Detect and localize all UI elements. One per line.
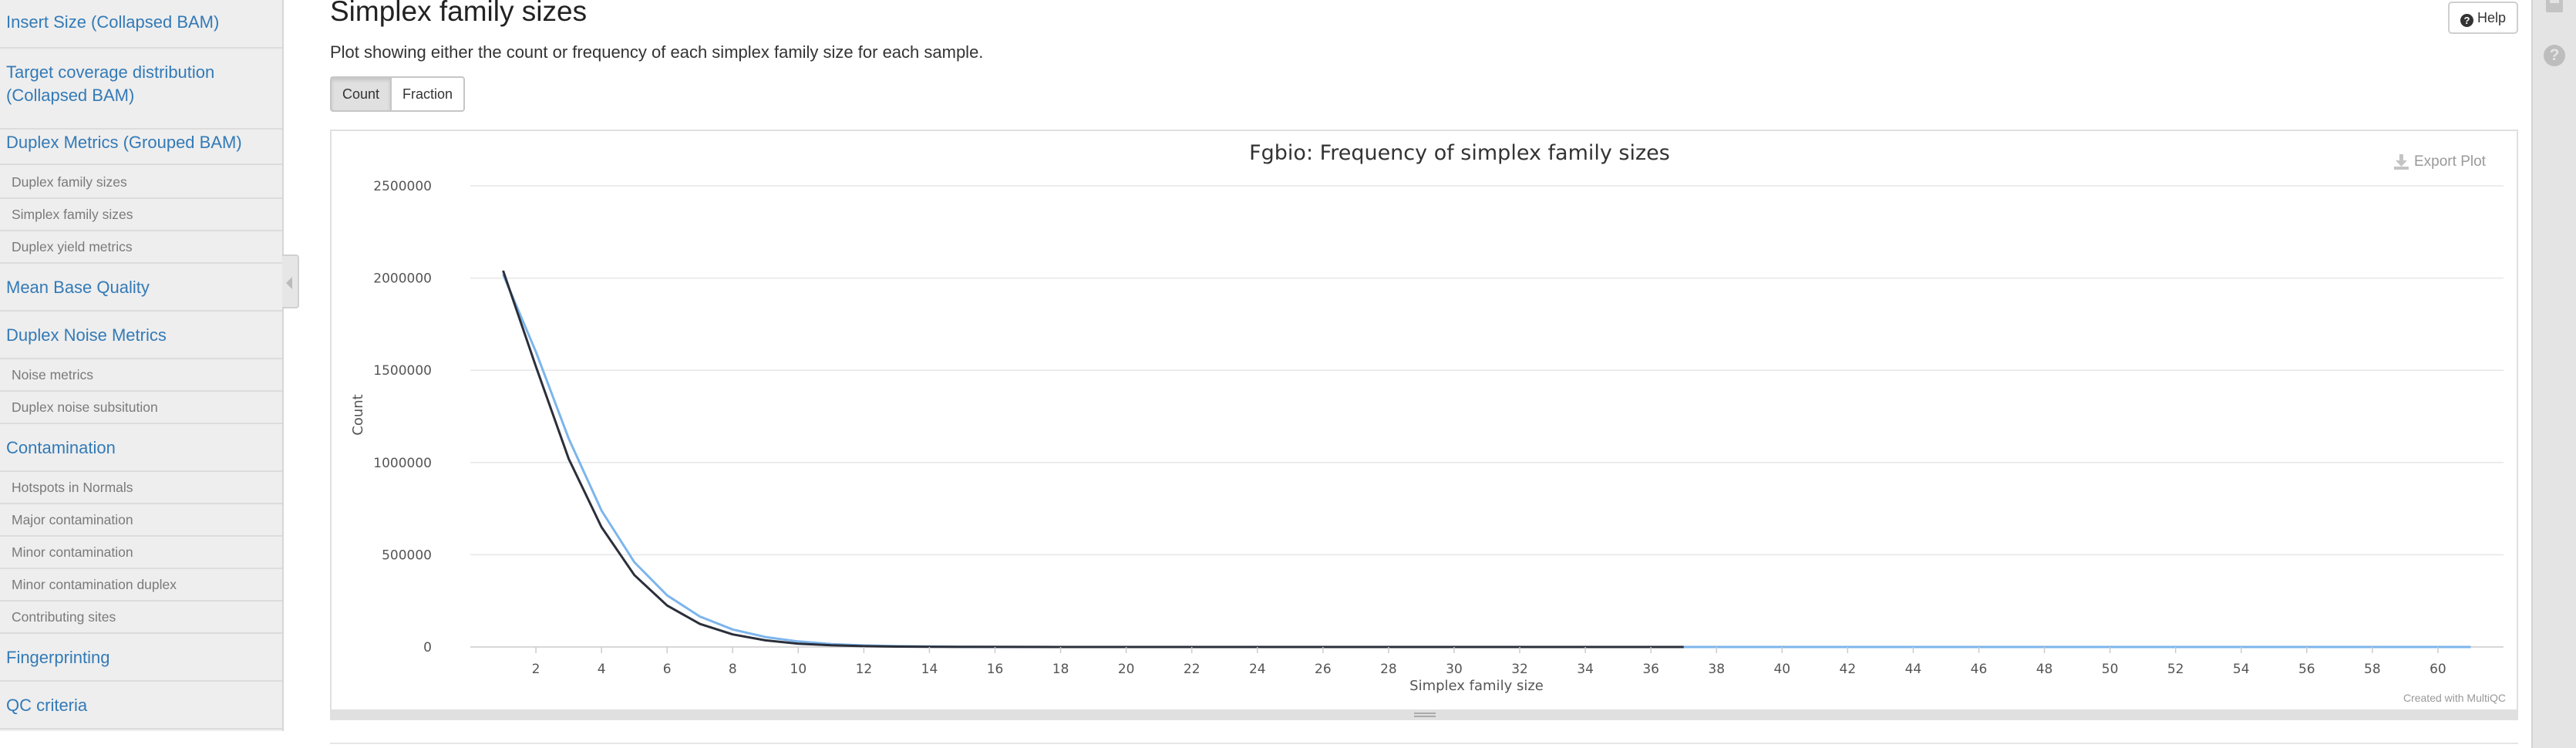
question-circle-icon: ? — [2460, 14, 2473, 27]
floppy-disk-icon — [2546, 0, 2563, 12]
x-tick-label: 34 — [1577, 662, 1594, 677]
x-tick-label: 24 — [1249, 662, 1266, 677]
x-tick-label: 30 — [1446, 662, 1463, 677]
x-tick-label: 56 — [2298, 662, 2315, 677]
x-tick-label: 44 — [1905, 662, 1922, 677]
chevron-left-icon — [286, 277, 292, 289]
export-plot-button[interactable]: Export Plot — [2394, 153, 2487, 170]
y-tick-label: 0 — [423, 640, 432, 655]
download-icon — [2394, 154, 2409, 170]
y-tick-label: 500000 — [382, 548, 432, 563]
y-tick-label: 2000000 — [373, 271, 432, 287]
y-axis-label: Count — [350, 394, 366, 435]
x-tick-label: 20 — [1118, 662, 1135, 677]
help-button-label: Help — [2477, 10, 2506, 25]
save-toolbox-button[interactable] — [2533, 0, 2576, 26]
sidebar-subitem-hotspots-in-normals[interactable]: Hotspots in Normals — [0, 472, 282, 504]
sidebar-item-qc-criteria[interactable]: QC criteria — [0, 683, 282, 729]
section-description: Plot showing either the count or frequen… — [330, 42, 984, 62]
x-tick-label: 2 — [532, 662, 540, 677]
sidebar-subitem-duplex-noise-subsitution[interactable]: Duplex noise subsitution — [0, 392, 282, 424]
grip-icon — [1414, 713, 1436, 717]
divider — [330, 743, 2518, 744]
sidebar-item-mean-base-quality[interactable]: Mean Base Quality — [0, 265, 282, 312]
x-tick-label: 10 — [790, 662, 807, 677]
sidebar-subitem-major-contamination[interactable]: Major contamination — [0, 504, 282, 537]
x-tick-label: 54 — [2233, 662, 2250, 677]
fraction-toggle-button[interactable]: Fraction — [392, 76, 466, 112]
x-tick-label: 50 — [2102, 662, 2119, 677]
sidebar-item-fingerprinting[interactable]: Fingerprinting — [0, 635, 282, 682]
x-tick-label: 16 — [987, 662, 1004, 677]
toolbox-panel: ? — [2531, 0, 2576, 748]
sidebar-item-contamination[interactable]: Contamination — [0, 426, 282, 472]
multiqc-credit: Created with MultiQC — [2403, 692, 2506, 704]
sidebar-subitem-noise-metrics[interactable]: Noise metrics — [0, 359, 282, 392]
x-tick-label: 8 — [729, 662, 737, 677]
plot-container: 0 500000 1000000 1500000 2000000 2500000 2 4 6 8 1… — [330, 130, 2518, 712]
main-content: Simplex family sizes Plot showing either… — [330, 0, 2518, 748]
plot-resize-handle[interactable] — [330, 709, 2518, 720]
sidebar-subitem-duplex-yield-metrics[interactable]: Duplex yield metrics — [0, 231, 282, 264]
y-tick-label: 1000000 — [373, 456, 432, 471]
x-tick-label: 28 — [1380, 662, 1397, 677]
chart-title: Fgbio: Frequency of simplex family sizes — [1249, 141, 1670, 165]
sidebar-subitem-contributing-sites[interactable]: Contributing sites — [0, 601, 282, 634]
series-line — [502, 270, 1684, 649]
x-tick-label: 46 — [1971, 662, 1988, 677]
y-tick-label: 1500000 — [373, 363, 432, 379]
x-tick-label: 40 — [1773, 662, 1790, 677]
x-tick-label: 22 — [1184, 662, 1200, 677]
x-tick-label: 42 — [1840, 662, 1857, 677]
sidebar-item-duplex-metrics[interactable]: Duplex Metrics (Grouped BAM) — [0, 131, 282, 165]
x-tick-label: 26 — [1315, 662, 1332, 677]
y-tick-label: 2500000 — [373, 179, 432, 194]
series-line — [502, 274, 2471, 649]
export-plot-label: Export Plot — [2414, 153, 2487, 170]
x-tick-label: 6 — [663, 662, 672, 677]
sidebar-item-target-coverage[interactable]: Target coverage distribution (Collapsed … — [0, 50, 282, 130]
sidebar-item-insert-size[interactable]: Insert Size (Collapsed BAM) — [0, 0, 282, 49]
section-title: Simplex family sizes — [330, 0, 588, 27]
x-tick-label: 58 — [2364, 662, 2381, 677]
x-tick-label: 18 — [1052, 662, 1069, 677]
x-tick-label: 52 — [2167, 662, 2184, 677]
sidebar-subitem-minor-contamination-duplex[interactable]: Minor contamination duplex — [0, 569, 282, 601]
x-tick-label: 32 — [1511, 662, 1528, 677]
x-tick-label: 14 — [921, 662, 938, 677]
x-tick-label: 4 — [598, 662, 606, 677]
help-toolbox-button[interactable]: ? — [2533, 35, 2576, 76]
sidebar-subitem-minor-contamination[interactable]: Minor contamination — [0, 537, 282, 569]
data-type-toggle: Count Fraction — [330, 76, 466, 112]
x-tick-label: 12 — [856, 662, 873, 677]
x-tick-label: 38 — [1708, 662, 1725, 677]
x-tick-label: 36 — [1642, 662, 1659, 677]
sidebar-collapse-toggle[interactable] — [282, 254, 299, 308]
x-tick-label: 60 — [2430, 662, 2446, 677]
x-axis-label: Simplex family size — [1409, 678, 1544, 694]
x-tick-label: 48 — [2036, 662, 2053, 677]
sidebar-subitem-simplex-family-sizes[interactable]: Simplex family sizes — [0, 199, 282, 231]
count-toggle-button[interactable]: Count — [330, 76, 392, 112]
help-button[interactable]: ? Help — [2447, 2, 2518, 34]
sidebar-subitem-duplex-family-sizes[interactable]: Duplex family sizes — [0, 167, 282, 199]
sidebar-nav: Insert Size (Collapsed BAM) Target cover… — [0, 0, 284, 731]
sidebar-item-duplex-noise-metrics[interactable]: Duplex Noise Metrics — [0, 313, 282, 359]
question-circle-icon: ? — [2544, 45, 2565, 66]
